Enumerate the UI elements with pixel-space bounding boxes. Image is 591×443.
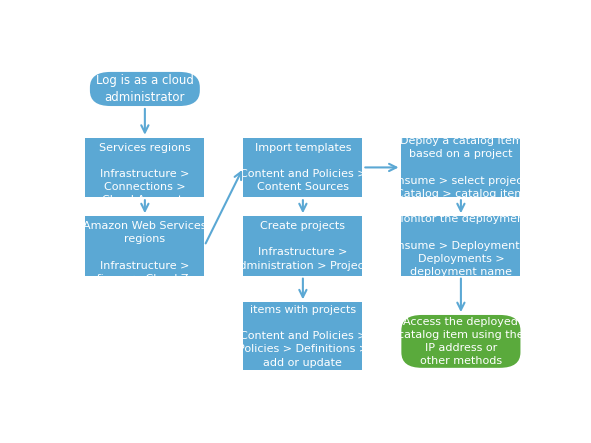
Text: Monitor the deployment

Consume > Deployments >
Deployments >
deployment name: Monitor the deployment Consume > Deploym… (384, 214, 538, 277)
Text: Import templates

Content and Policies >
Content Sources: Import templates Content and Policies > … (239, 143, 366, 192)
Text: Share the imported
items with projects

Content and Policies >
Policies > Defini: Share the imported items with projects C… (236, 291, 370, 381)
FancyBboxPatch shape (401, 138, 521, 197)
FancyBboxPatch shape (243, 138, 362, 197)
FancyBboxPatch shape (85, 138, 204, 197)
FancyBboxPatch shape (401, 216, 521, 276)
FancyBboxPatch shape (90, 72, 200, 106)
Text: Log is as a cloud
administrator: Log is as a cloud administrator (96, 74, 194, 104)
Text: Access the deployed
catalog item using the
IP address or
other methods: Access the deployed catalog item using t… (398, 317, 524, 366)
FancyBboxPatch shape (85, 216, 204, 276)
Text: Add Amazon Web
Services regions

Infrastructure >
Connections >
Cloud Accounts: Add Amazon Web Services regions Infrastr… (96, 129, 194, 206)
FancyBboxPatch shape (243, 302, 362, 370)
FancyBboxPatch shape (243, 216, 362, 276)
FancyBboxPatch shape (401, 315, 521, 368)
Text: Deploy a catalog item
based on a project

Consume > select project >
Catalog > c: Deploy a catalog item based on a project… (382, 136, 539, 199)
Text: Create projects

Infrastructure >
Administration > Projects: Create projects Infrastructure > Adminis… (232, 221, 374, 271)
Text: Add cloud zones for
Amazon Web Services
regions

Infrastructure >
Configure > Cl: Add cloud zones for Amazon Web Services … (75, 208, 215, 284)
